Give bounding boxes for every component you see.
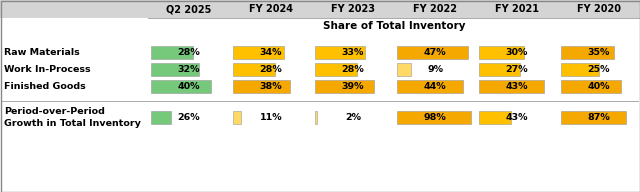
Bar bbox=[151, 46, 193, 59]
Bar bbox=[479, 80, 543, 93]
Text: FY 2023: FY 2023 bbox=[331, 4, 375, 14]
Bar bbox=[561, 80, 621, 93]
Text: Raw Materials: Raw Materials bbox=[4, 48, 80, 57]
Text: 35%: 35% bbox=[588, 48, 610, 57]
Bar bbox=[151, 80, 211, 93]
Text: 27%: 27% bbox=[506, 65, 528, 74]
Bar bbox=[479, 63, 520, 76]
Bar bbox=[561, 46, 614, 59]
Bar bbox=[479, 46, 524, 59]
Text: 40%: 40% bbox=[588, 82, 611, 91]
Bar bbox=[315, 111, 317, 124]
Text: 9%: 9% bbox=[427, 65, 443, 74]
Bar bbox=[151, 111, 170, 124]
Text: 28%: 28% bbox=[260, 65, 282, 74]
Text: 44%: 44% bbox=[424, 82, 446, 91]
Text: 43%: 43% bbox=[506, 113, 528, 122]
Bar bbox=[397, 80, 463, 93]
Text: 98%: 98% bbox=[424, 113, 446, 122]
Text: FY 2020: FY 2020 bbox=[577, 4, 621, 14]
Bar bbox=[561, 111, 627, 124]
Text: 2%: 2% bbox=[345, 113, 361, 122]
Text: Growth in Total Inventory: Growth in Total Inventory bbox=[4, 119, 141, 128]
Text: Period-over-Period: Period-over-Period bbox=[4, 107, 105, 116]
Text: 40%: 40% bbox=[178, 82, 200, 91]
Text: 39%: 39% bbox=[342, 82, 364, 91]
Bar bbox=[233, 63, 275, 76]
Bar bbox=[315, 46, 365, 59]
Text: 43%: 43% bbox=[506, 82, 528, 91]
Text: Share of Total Inventory: Share of Total Inventory bbox=[323, 21, 465, 31]
Text: 25%: 25% bbox=[588, 65, 611, 74]
Bar bbox=[561, 63, 598, 76]
Text: 34%: 34% bbox=[260, 48, 282, 57]
Text: 11%: 11% bbox=[260, 113, 282, 122]
Text: 28%: 28% bbox=[178, 48, 200, 57]
Bar bbox=[0, 0, 640, 18]
Bar bbox=[397, 63, 410, 76]
Text: 30%: 30% bbox=[506, 48, 528, 57]
Text: FY 2022: FY 2022 bbox=[413, 4, 457, 14]
Text: 28%: 28% bbox=[342, 65, 364, 74]
Text: Work In-Process: Work In-Process bbox=[4, 65, 91, 74]
Bar bbox=[479, 111, 511, 124]
Bar bbox=[315, 80, 374, 93]
Text: FY 2024: FY 2024 bbox=[249, 4, 293, 14]
Text: FY 2021: FY 2021 bbox=[495, 4, 539, 14]
Bar bbox=[397, 111, 470, 124]
Text: 38%: 38% bbox=[260, 82, 282, 91]
Text: Q2 2025: Q2 2025 bbox=[166, 4, 212, 14]
Bar bbox=[151, 63, 199, 76]
Text: 33%: 33% bbox=[342, 48, 364, 57]
Text: Finished Goods: Finished Goods bbox=[4, 82, 86, 91]
Bar bbox=[233, 46, 284, 59]
Bar bbox=[397, 46, 467, 59]
Bar bbox=[233, 111, 241, 124]
Text: 26%: 26% bbox=[178, 113, 200, 122]
Text: 32%: 32% bbox=[178, 65, 200, 74]
Text: 47%: 47% bbox=[424, 48, 446, 57]
Text: 87%: 87% bbox=[588, 113, 611, 122]
Bar bbox=[233, 80, 290, 93]
Bar bbox=[315, 63, 357, 76]
